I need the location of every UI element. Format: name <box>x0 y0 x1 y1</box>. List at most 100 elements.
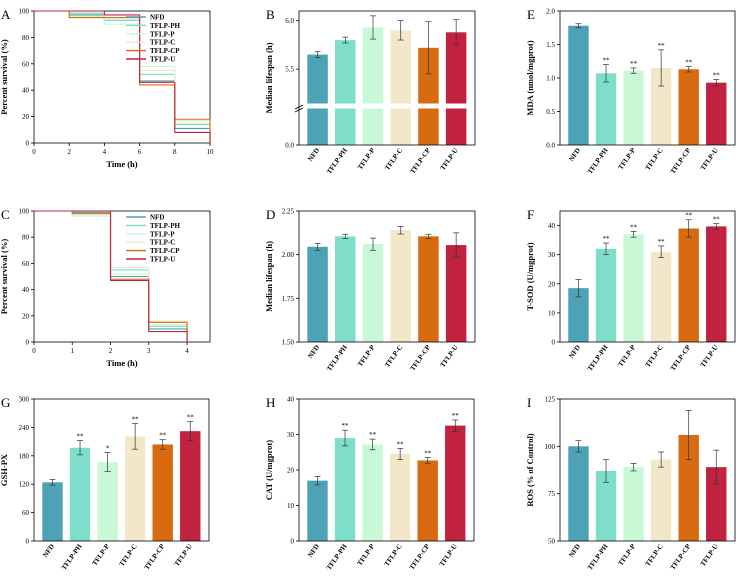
y-tick-label: 1.0 <box>546 75 555 83</box>
significance-mark: ** <box>452 412 460 420</box>
legend-label-tflp-u: TFLP-U <box>150 256 175 264</box>
y-tick-label: 50 <box>548 538 556 546</box>
bar-tflp-u <box>706 82 727 145</box>
bar-tflp-c <box>390 230 411 342</box>
survival-line-tflp-u <box>34 210 188 342</box>
x-tick-label: 4 <box>185 347 189 355</box>
y-tick-label: 80 <box>22 34 30 42</box>
bar-tflp-cp <box>418 47 439 145</box>
plot-frame-b <box>298 10 476 146</box>
y-tick-label: 30 <box>287 431 295 439</box>
y-tick-label: 240 <box>19 424 30 432</box>
x-tick-label: TFLP-P <box>356 542 377 567</box>
bar-tflp-u <box>706 467 727 541</box>
y-axis-label-f: T-SOD (U/mgprot) <box>525 242 535 310</box>
y-tick-label: 0.0 <box>546 142 555 150</box>
legend-label-tflp-p: TFLP-P <box>150 230 175 238</box>
plot-frame-c <box>33 210 211 343</box>
panel-letter-a: A <box>1 7 11 22</box>
x-tick-label: NFD <box>306 147 321 163</box>
panel-letter-h: H <box>266 395 275 410</box>
y-tick-label: 1.75 <box>282 295 295 303</box>
x-tick-label: 2 <box>67 148 71 156</box>
bar-tflp-p <box>97 461 118 541</box>
legend-label-tflp-c: TFLP-C <box>150 239 175 247</box>
x-tick-label: TFLP-PH <box>325 542 349 572</box>
survival-line-tflp-c <box>34 10 211 143</box>
y-tick-label: 2.00 <box>282 251 295 259</box>
y-tick-label: 5.5 <box>285 66 294 74</box>
legend-label-tflp-cp: TFLP-CP <box>150 247 180 255</box>
x-tick-label: TFLP-P <box>617 146 638 171</box>
bar-tflp-cp <box>678 434 699 541</box>
x-tick-label: NFD <box>567 147 582 163</box>
x-tick-label: NFD <box>41 543 56 559</box>
panel-letter-e: E <box>527 7 535 22</box>
y-tick-label: 100 <box>545 443 556 451</box>
plot-frame-i <box>559 398 736 542</box>
x-tick-label: TFLP-U <box>439 344 460 369</box>
significance-mark: ** <box>713 71 721 79</box>
x-tick-label: TFLP-PH <box>586 542 610 572</box>
panel-letter-f: F <box>527 207 534 222</box>
y-axis-label-c: Percent survival (%) <box>0 239 9 315</box>
significance-mark: ** <box>342 422 350 430</box>
x-tick-label: TFLP-PH <box>60 542 84 572</box>
x-tick-label: TFLP-U <box>438 543 459 568</box>
bar-nfd <box>307 246 328 342</box>
significance-mark: ** <box>630 60 638 68</box>
bar-tflp-ph <box>335 236 356 342</box>
bar-tflp-u <box>706 226 727 342</box>
significance-mark: ** <box>658 238 666 246</box>
x-tick-label: 0 <box>32 148 36 156</box>
y-tick-label: 60 <box>22 509 30 517</box>
significance-mark: ** <box>685 59 693 67</box>
y-tick-label: 0 <box>26 538 30 546</box>
x-tick-label: TFLP-PH <box>586 146 610 176</box>
significance-mark: ** <box>397 440 405 448</box>
significance-mark: ** <box>369 431 377 439</box>
x-tick-label: TFLP-CP <box>409 343 433 372</box>
y-tick-label: 1.50 <box>282 339 295 347</box>
x-tick-label: TFLP-PH <box>586 343 610 373</box>
legend-label-tflp-u: TFLP-U <box>150 56 175 64</box>
bar-nfd <box>568 25 589 146</box>
x-tick-label: TFLP-P <box>617 343 638 368</box>
significance-mark: ** <box>603 235 611 243</box>
y-tick-label: 6.0 <box>285 17 294 25</box>
y-tick-label: 75 <box>548 490 556 498</box>
significance-mark: ** <box>685 212 693 220</box>
significance-mark: ** <box>424 450 432 458</box>
y-tick-label: 20 <box>548 280 556 288</box>
y-tick-label: 0.5 <box>546 108 555 116</box>
y-axis-label-a: Percent survival (%) <box>0 39 9 115</box>
bar-nfd <box>568 446 589 541</box>
x-tick-label: TFLP-CP <box>143 542 167 571</box>
x-tick-label: TFLP-U <box>173 543 194 568</box>
x-tick-label: TFLP-C <box>644 543 665 568</box>
x-tick-label: TFLP-C <box>644 344 665 369</box>
bar-tflp-c <box>650 251 672 342</box>
legend-label-tflp-c: TFLP-C <box>150 39 175 47</box>
x-tick-label: TFLP-PH <box>325 146 349 176</box>
x-tick-label: TFLP-P <box>356 146 377 171</box>
x-tick-label: 1 <box>71 347 75 355</box>
legend-label-tflp-cp: TFLP-CP <box>150 47 180 55</box>
bar-tflp-ph <box>69 447 91 541</box>
x-tick-label: TFLP-C <box>383 543 404 568</box>
x-tick-label: TFLP-P <box>91 542 112 567</box>
x-tick-label: 6 <box>138 148 142 156</box>
significance-mark: ** <box>658 42 666 50</box>
y-tick-label: 2.25 <box>282 208 295 216</box>
x-tick-label: TFLP-U <box>699 147 720 172</box>
panel-letter-i: I <box>527 395 531 410</box>
bar-tflp-c <box>390 30 411 145</box>
legend-label-tflp-ph: TFLP-PH <box>150 222 180 230</box>
y-tick-label: 30 <box>548 251 556 259</box>
y-tick-label: 100 <box>19 8 30 16</box>
axis-break-gap <box>300 103 474 109</box>
y-tick-label: 0 <box>552 339 556 347</box>
panel-letter-g: G <box>1 395 10 410</box>
bar-tflp-c <box>650 459 672 541</box>
x-tick-label: TFLP-CP <box>669 343 693 372</box>
